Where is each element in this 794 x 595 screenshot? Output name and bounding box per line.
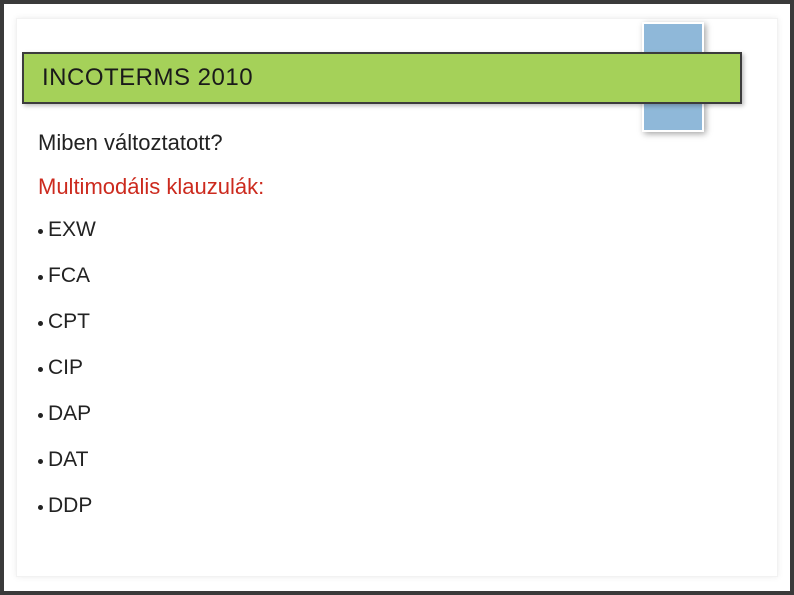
frame-border	[790, 0, 794, 595]
list-item: DDP	[38, 494, 754, 518]
subtitle-text: Multimodális klauzulák:	[38, 174, 754, 200]
list-item-label: FCA	[48, 264, 90, 287]
slide: INCOTERMS 2010 Miben változtatott? Multi…	[0, 0, 794, 595]
list-item-label: CPT	[48, 310, 90, 333]
question-text: Miben változtatott?	[38, 130, 754, 156]
list-item-label: DAT	[48, 448, 88, 471]
frame-border	[0, 0, 794, 4]
list-item-label: EXW	[48, 218, 96, 241]
frame-border	[0, 0, 4, 595]
list-item-label: DAP	[48, 402, 91, 425]
list-item: FCA	[38, 264, 754, 288]
title-bar-bg: INCOTERMS 2010	[22, 52, 742, 104]
list-item-label: CIP	[48, 356, 83, 379]
title-bar: INCOTERMS 2010	[22, 52, 742, 104]
list-item: CIP	[38, 356, 754, 380]
slide-title: INCOTERMS 2010	[42, 64, 253, 92]
content-area: Miben változtatott? Multimodális klauzul…	[38, 130, 754, 540]
item-list: EXW FCA CPT CIP DAP DAT DDP	[38, 218, 754, 518]
list-item: DAP	[38, 402, 754, 426]
list-item: EXW	[38, 218, 754, 242]
list-item-label: DDP	[48, 494, 92, 517]
list-item: CPT	[38, 310, 754, 334]
frame-border	[0, 591, 794, 595]
list-item: DAT	[38, 448, 754, 472]
